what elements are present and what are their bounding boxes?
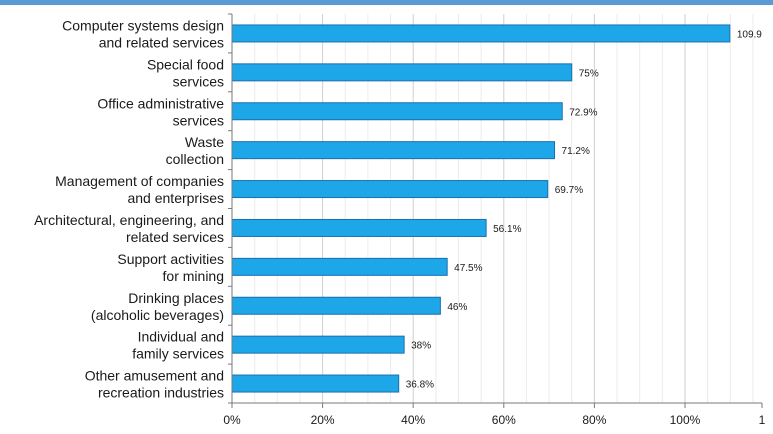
category-label: Special food xyxy=(147,56,224,72)
category-label: family services xyxy=(132,346,224,362)
bar xyxy=(231,102,563,121)
category-label: Architectural, engineering, and xyxy=(34,212,224,228)
data-label: 75% xyxy=(579,68,599,79)
bar xyxy=(231,180,549,199)
data-label: 36.8% xyxy=(406,380,434,391)
data-label: 56.1% xyxy=(493,224,521,235)
x-tick-label: 100% xyxy=(670,413,701,427)
x-tick-label: 60% xyxy=(492,413,516,427)
bar xyxy=(231,24,731,43)
data-label: 72.9% xyxy=(569,107,597,118)
top-band xyxy=(0,0,773,5)
category-label: Management of companies xyxy=(55,173,224,189)
bar xyxy=(231,63,573,82)
bar xyxy=(231,218,487,237)
category-label: recreation industries xyxy=(98,385,224,401)
category-label: Other amusement and xyxy=(85,368,224,384)
data-label: 69.7% xyxy=(555,185,583,196)
data-label: 38% xyxy=(411,341,431,352)
data-label: 71.2% xyxy=(562,146,590,157)
category-label: Support activities xyxy=(117,251,224,267)
category-label: collection xyxy=(166,151,224,167)
data-label: 47.5% xyxy=(454,263,482,274)
bar xyxy=(231,296,441,315)
category-label: Individual and xyxy=(138,329,224,345)
category-label: and enterprises xyxy=(127,190,224,206)
x-tick-label: 0% xyxy=(223,413,241,427)
x-tick-label: 20% xyxy=(311,413,335,427)
bar xyxy=(231,335,405,354)
data-label: 109.9 xyxy=(737,29,762,40)
category-label: services xyxy=(173,73,224,89)
category-label: Computer systems design xyxy=(62,17,224,33)
x-tick-label: 80% xyxy=(582,413,606,427)
category-label: for mining xyxy=(163,268,224,284)
x-tick-label: 1 xyxy=(759,413,766,427)
bar xyxy=(231,374,400,393)
bar xyxy=(231,257,448,276)
category-label: services xyxy=(173,112,224,128)
x-axis-ticks: 0% 20% 40% 60% 80% 100% 1 xyxy=(223,13,766,427)
category-label: Office administrative xyxy=(97,95,224,111)
category-label: (alcoholic beverages) xyxy=(91,307,224,323)
x-tick-label: 40% xyxy=(401,413,425,427)
category-label: Waste xyxy=(185,134,224,150)
category-label: related services xyxy=(126,229,224,245)
data-label: 46% xyxy=(447,302,467,313)
bar xyxy=(231,141,556,160)
category-label: Drinking places xyxy=(128,290,224,306)
category-label: and related services xyxy=(99,34,224,50)
bars: 109.9 75% 72.9% 71.2% 69.7% 56.1% 47.5% 46% 38% 3… xyxy=(231,24,762,393)
